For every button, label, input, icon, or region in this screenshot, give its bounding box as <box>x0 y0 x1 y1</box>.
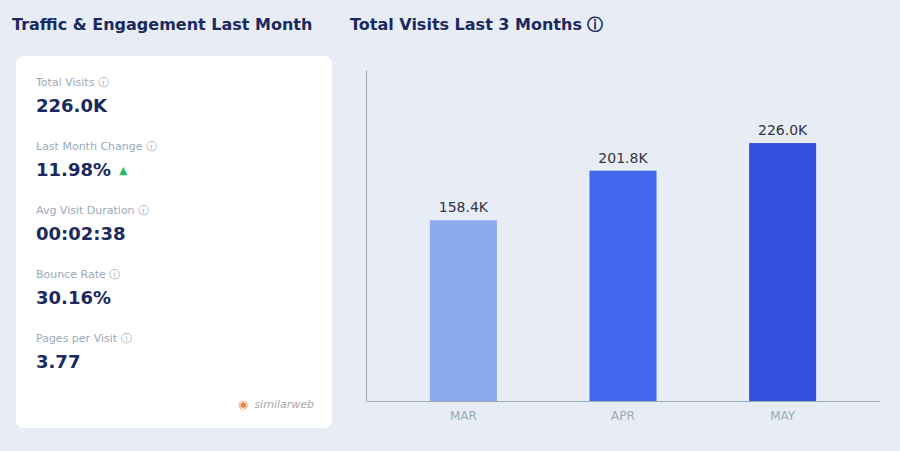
chart-title: Total Visits Last 3 Months ⓘ <box>350 15 604 34</box>
metric-value: 3.77 <box>36 351 80 372</box>
bar <box>749 143 816 401</box>
bar <box>589 171 656 401</box>
x-axis: MAR APR MAY <box>367 401 881 423</box>
brand-text: similarweb <box>254 398 314 411</box>
metric-label: Pages per Visit ⓘ <box>36 332 132 345</box>
metric-label: Total Visits ⓘ <box>35 76 109 89</box>
metric-value: 11.98% <box>36 159 111 180</box>
x-tick-label: MAY <box>770 409 796 423</box>
x-tick-label: APR <box>611 409 635 423</box>
data-labels: 158.4K 201.8K 226.0K <box>439 122 808 215</box>
card <box>16 56 332 428</box>
x-tick: MAY <box>770 401 796 423</box>
data-label: 201.8K <box>598 150 648 166</box>
change-arrow: ▲ <box>119 164 128 177</box>
x-axis-line <box>367 401 881 402</box>
bars <box>430 143 816 401</box>
bar <box>430 220 497 401</box>
metric-label: Last Month Change ⓘ <box>36 140 157 153</box>
metric-label: Avg Visit Duration ⓘ <box>36 204 149 217</box>
brand-icon: ◉ <box>239 398 249 411</box>
background <box>0 0 900 451</box>
x-tick-label: MAR <box>450 409 477 423</box>
left-title: Traffic & Engagement Last Month <box>12 15 312 34</box>
data-label: 158.4K <box>439 199 489 215</box>
y-axis-line <box>366 71 367 402</box>
y-axis <box>366 71 367 402</box>
x-tick: MAR <box>450 401 477 423</box>
metric-label: Bounce Rate ⓘ <box>36 268 120 281</box>
metric-value: 226.0K <box>36 95 108 116</box>
plot: 158.4K 201.8K 226.0K MAR APR MAY <box>367 71 881 423</box>
chart: Traffic & Engagement Last Month Total Vis… <box>0 0 900 451</box>
metric-value: 00:02:38 <box>36 223 126 244</box>
metric-value: 30.16% <box>36 287 111 308</box>
data-label: 226.0K <box>758 122 808 138</box>
x-tick: APR <box>611 401 635 423</box>
